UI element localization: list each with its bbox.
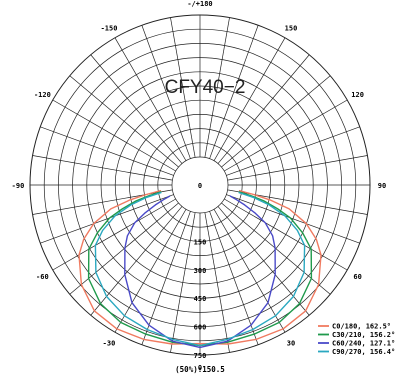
grid-spoke <box>69 75 179 168</box>
legend-label: C90/270, 156.4° <box>332 348 395 356</box>
angle-label: 0 <box>198 364 202 372</box>
series-curve <box>94 191 306 347</box>
grid-spoke <box>227 155 368 181</box>
angle-label: -150 <box>101 24 118 32</box>
grid-spoke <box>209 211 259 345</box>
grid-spoke <box>170 212 196 353</box>
grid-spoke <box>52 99 176 172</box>
series-group <box>78 189 322 349</box>
beam-angle-note: (50%):150.5 <box>175 365 225 374</box>
grid-spoke <box>226 194 360 244</box>
grid-spoke <box>209 25 259 159</box>
grid-spoke <box>204 17 230 158</box>
grid-spoke <box>170 17 196 158</box>
angle-label: -60 <box>36 273 49 281</box>
grid-spoke <box>221 202 331 295</box>
grid-spoke <box>90 206 183 316</box>
radial-tick-label: 450 <box>194 295 207 303</box>
series-curve <box>78 189 322 345</box>
angle-label: -120 <box>34 91 51 99</box>
radial-tick-label: 0 <box>198 182 202 190</box>
radial-tick-label: 300 <box>194 267 207 275</box>
grid-spoke <box>141 211 191 345</box>
angle-label: 90 <box>378 182 386 190</box>
angle-label: 30 <box>287 340 295 348</box>
grid-spoke <box>213 37 286 161</box>
grid-spoke <box>226 126 360 176</box>
radial-tick-label: 750 <box>194 352 207 360</box>
angle-label: -90 <box>12 182 25 190</box>
legend-label: C0/180, 162.5° <box>332 323 391 331</box>
grid-spoke <box>69 202 179 295</box>
grid-spoke <box>52 198 176 271</box>
grid-spoke <box>224 99 348 172</box>
legend: C0/180, 162.5°C30/210, 156.2°C60/240, 12… <box>318 323 395 356</box>
legend-label: C30/210, 156.2° <box>332 331 395 339</box>
angle-label: -/+180 <box>187 0 212 8</box>
grid-spoke <box>204 212 230 353</box>
angle-label: -30 <box>103 340 116 348</box>
grid-spoke <box>213 209 286 333</box>
radial-tick-label: 600 <box>194 324 207 332</box>
grid-spoke <box>90 54 183 164</box>
grid-spoke <box>32 155 173 181</box>
grid-spoke <box>217 206 310 316</box>
legend-label: C60/240, 127.1° <box>332 340 395 348</box>
radial-tick-label: 150 <box>194 238 207 246</box>
label-group: -/+180-150 150-120 120-90 90-60 60-30 3000150… <box>12 0 387 372</box>
angle-label: 60 <box>353 273 361 281</box>
grid-spoke <box>40 194 174 244</box>
grid-spoke <box>40 126 174 176</box>
grid-spoke <box>114 209 187 333</box>
grid-spoke <box>141 25 191 159</box>
angle-label: 150 <box>285 24 298 32</box>
angle-label: 120 <box>351 91 364 99</box>
grid-spoke <box>224 198 348 271</box>
chart-title: CFY40−2 <box>165 77 246 98</box>
grid-spoke <box>114 37 187 161</box>
grid-spoke <box>217 54 310 164</box>
grid-spoke <box>221 75 331 168</box>
series-curve <box>124 195 276 349</box>
